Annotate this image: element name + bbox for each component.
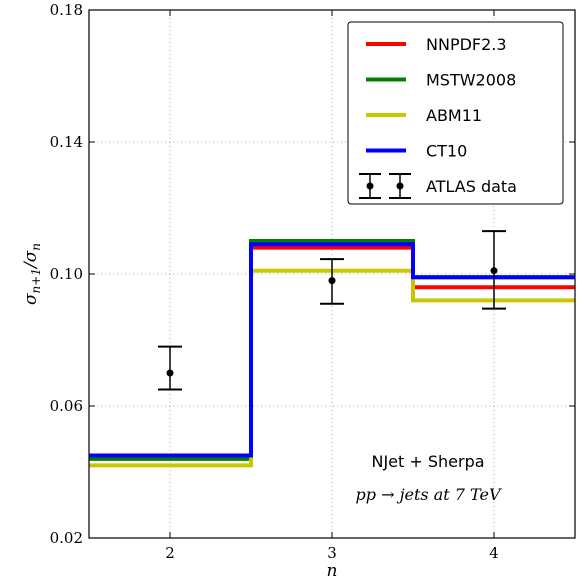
annotation-generator: NJet + Sherpa	[371, 452, 484, 471]
axis-ticks: 2 3 4 0.02 0.06 0.10 0.14 0.18	[50, 1, 575, 562]
y-tick-label: 0.02	[50, 529, 83, 547]
y-tick-label: 0.06	[50, 397, 83, 415]
y-tick-label: 0.10	[50, 265, 83, 283]
x-tick-label: 2	[165, 544, 175, 562]
annotation-process: pp → jets at 7 TeV	[356, 485, 502, 504]
atlas-data-points	[158, 230, 506, 391]
data-point	[490, 267, 498, 275]
legend-point	[366, 182, 374, 190]
x-tick-label: 4	[489, 544, 499, 562]
y-axis-label: σn+1/σn	[21, 243, 43, 305]
y-tick-label: 0.18	[50, 1, 83, 19]
series-line-ct10	[89, 242, 575, 458]
legend-box	[347, 21, 564, 205]
legend-point	[396, 182, 404, 190]
x-axis-label: n	[327, 561, 338, 581]
legend: NNPDF2.3 MSTW2008 ABM11 CT10 ATLAS data	[347, 21, 564, 205]
legend-label: CT10	[426, 142, 467, 161]
x-tick-label: 3	[327, 544, 337, 562]
data-point	[328, 277, 336, 285]
data-point	[166, 369, 174, 377]
legend-label-data: ATLAS data	[426, 177, 517, 196]
legend-label: NNPDF2.3	[426, 35, 507, 54]
y-tick-label: 0.14	[50, 133, 83, 151]
series-lines	[89, 239, 575, 468]
legend-label: ABM11	[426, 106, 482, 125]
legend-label: MSTW2008	[426, 71, 516, 90]
